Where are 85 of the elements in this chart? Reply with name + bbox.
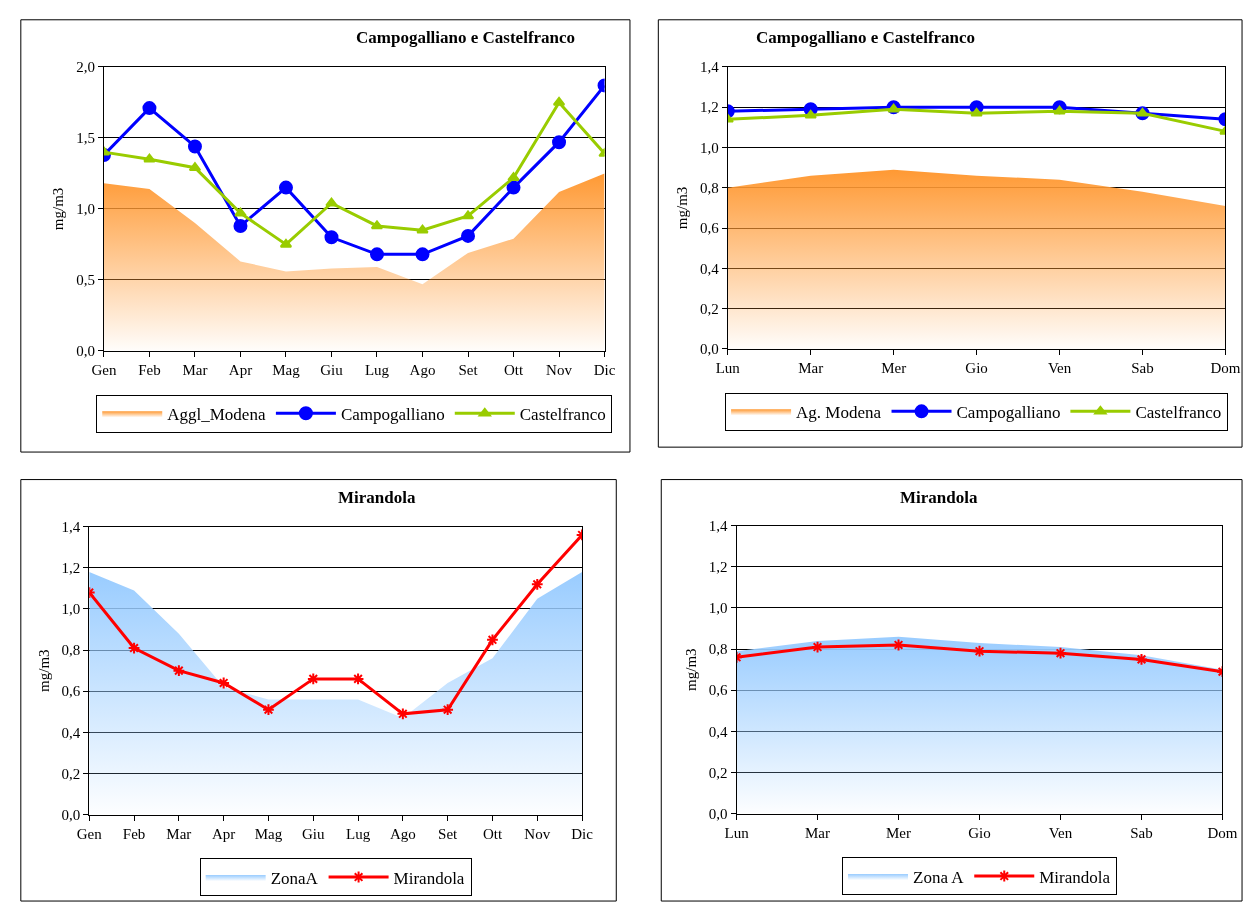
x-tick-label: Giu [302, 825, 326, 842]
y-axis-title: mg/m3 [683, 648, 700, 691]
y-tick-label: 0,8 [61, 642, 81, 659]
x-tick-label: Gio [968, 824, 991, 841]
x-tick-label: Ott [503, 361, 524, 378]
x-tick-label: Ven [1048, 824, 1073, 841]
x-tick-label: Giu [320, 361, 344, 378]
x-tick-label: Lug [345, 825, 371, 842]
x-tick-label: Gen [91, 361, 117, 378]
y-tick-label: 1,0 [708, 600, 728, 617]
x-tick-label: Sab [1130, 824, 1153, 841]
x-tick-label: Mar [798, 359, 824, 376]
x-tick-label: Dic [593, 361, 616, 378]
y-tick-label: 1,2 [699, 99, 719, 116]
y-tick-label: 0,4 [708, 723, 729, 740]
y-tick-label: 1,2 [708, 559, 728, 576]
y-tick-label: 1,2 [61, 560, 81, 577]
x-tick-label: Mar [805, 824, 831, 841]
y-tick-label: 0,4 [699, 260, 720, 277]
y-tick-label: 1,0 [61, 601, 81, 618]
y-axis-title: mg/m3 [50, 187, 67, 231]
y-tick-label: 0,5 [76, 272, 95, 289]
legend-label: Aggl_Modena [167, 404, 266, 424]
y-tick-label: 0,4 [61, 724, 81, 741]
y-tick-label: 1,4 [699, 59, 720, 76]
x-tick-label: Lun [724, 824, 750, 841]
legend-label: Campogalliano [956, 402, 1061, 422]
y-axis-title: mg/m3 [674, 186, 691, 230]
y-tick-label: 0,0 [76, 343, 95, 360]
x-tick-label: Mar [166, 825, 192, 842]
x-tick-label: Apr [212, 825, 236, 842]
chart-title: Campogalliano e Castelfranco [356, 28, 576, 47]
y-tick-label: 0,6 [708, 682, 729, 699]
y-tick-label: 0,2 [61, 765, 81, 782]
y-axis-title: mg/m3 [35, 649, 52, 692]
x-tick-label: Feb [122, 825, 146, 842]
y-tick-label: 0,0 [708, 805, 728, 822]
x-tick-label: Mar [182, 361, 208, 378]
x-tick-label: Lug [364, 361, 390, 378]
x-tick-label: Mer [886, 824, 912, 841]
y-tick-label: 0,0 [61, 806, 81, 823]
x-tick-label: Mer [881, 359, 907, 376]
y-tick-label: 1,0 [76, 201, 95, 218]
legend-label: ZonaA [270, 868, 319, 888]
legend-label: Ag. Modena [796, 402, 882, 422]
legend-label: Castelfranco [519, 404, 606, 424]
legend-label: Campogalliano [340, 404, 445, 424]
legend-label: Mirandola [1039, 867, 1111, 887]
legend-label: Mirandola [393, 868, 465, 888]
y-tick-label: 0,2 [699, 300, 719, 317]
x-tick-label: Gen [76, 825, 103, 842]
x-tick-label: Ago [409, 361, 436, 378]
x-tick-label: Ago [389, 825, 416, 842]
x-tick-label: Dom [1210, 359, 1241, 376]
x-tick-label: Ott [482, 825, 503, 842]
x-tick-label: Sab [1131, 359, 1154, 376]
x-tick-label: Mag [272, 361, 301, 378]
x-tick-label: Nov [524, 825, 551, 842]
y-tick-label: 1,0 [699, 139, 719, 156]
y-tick-label: 1,4 [708, 517, 729, 534]
x-tick-label: Ven [1047, 359, 1072, 376]
x-tick-label: Nov [546, 361, 573, 378]
legend-label: Castelfranco [1135, 402, 1222, 422]
x-tick-label: Gio [965, 359, 988, 376]
chart-title: Campogalliano e Castelfranco [756, 28, 976, 47]
x-tick-label: Set [458, 361, 479, 378]
y-tick-label: 0,8 [699, 180, 719, 197]
legend-label: Zona A [913, 867, 965, 887]
x-tick-label: Set [438, 825, 459, 842]
x-tick-label: Feb [138, 361, 161, 378]
x-tick-label: Lun [715, 359, 741, 376]
y-tick-label: 0,8 [708, 641, 728, 658]
chart-title: Mirandola [900, 488, 978, 507]
y-tick-label: 2,0 [76, 59, 95, 76]
y-tick-label: 0,6 [699, 220, 720, 237]
y-tick-label: 0,0 [699, 341, 719, 358]
chart-title: Mirandola [338, 488, 416, 507]
x-tick-label: Apr [228, 361, 253, 378]
y-tick-label: 0,6 [61, 683, 81, 700]
x-tick-label: Dom [1207, 824, 1238, 841]
y-tick-label: 0,2 [708, 764, 728, 781]
x-tick-label: Mag [254, 825, 283, 842]
y-tick-label: 1,5 [76, 130, 95, 147]
y-tick-label: 1,4 [61, 518, 81, 535]
x-tick-label: Dic [571, 825, 594, 842]
